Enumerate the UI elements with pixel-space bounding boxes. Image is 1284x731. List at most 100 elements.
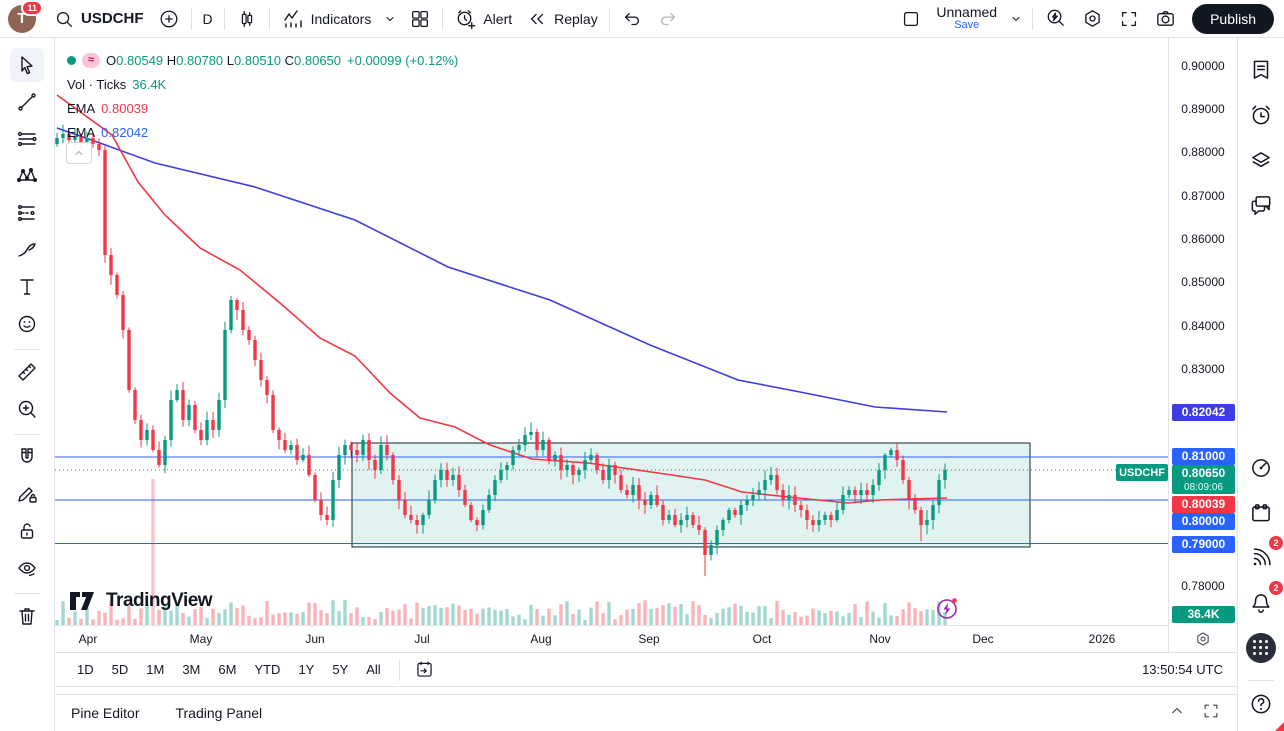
resize-corner <box>1275 722 1284 731</box>
emoji-tool-button[interactable] <box>10 307 44 341</box>
layout-dropdown[interactable] <box>1004 3 1028 35</box>
cursor-tool-button[interactable] <box>10 48 44 82</box>
price-tick: 0.87000 <box>1181 189 1225 203</box>
axis-settings-corner[interactable] <box>1168 625 1237 652</box>
go-to-date-button[interactable] <box>410 654 439 686</box>
drawing-mode-button[interactable] <box>10 477 44 511</box>
volume-label: Vol · Ticks <box>67 76 127 92</box>
help-button[interactable] <box>1243 686 1279 722</box>
symbol-search-button[interactable]: USDCHF <box>46 3 151 35</box>
layout-select-button[interactable] <box>893 3 929 35</box>
interval-button[interactable]: D <box>196 3 220 35</box>
time-tick: Jun <box>305 632 325 646</box>
fullscreen-button[interactable] <box>1111 3 1147 35</box>
layout-name-button[interactable]: Unnamed Save <box>929 3 1004 35</box>
time-tick: May <box>189 632 213 646</box>
ohlc-value: 0.80549 <box>116 52 167 68</box>
timeframe-5d[interactable]: 5D <box>104 658 137 681</box>
publish-button[interactable]: Publish <box>1192 3 1274 34</box>
streams-button[interactable]: 2 <box>1243 536 1283 576</box>
indicators-label: Indicators <box>310 10 372 27</box>
change-value: +0.00099 (+0.12%) <box>347 52 459 68</box>
time-tick: Oct <box>752 632 772 646</box>
notifications-button[interactable]: 2 <box>1243 581 1283 621</box>
save-link[interactable]: Save <box>954 19 980 32</box>
watchlist-button[interactable] <box>1243 52 1279 88</box>
avatar[interactable]: T 11 <box>8 0 43 33</box>
lock-all-drawings-button[interactable] <box>10 514 44 548</box>
time-tick: Dec <box>972 632 994 646</box>
pattern-tool-button[interactable] <box>10 159 44 193</box>
ema-slow-legend-row[interactable]: EMA 0.82042 <box>67 120 458 144</box>
layout-square-icon <box>904 11 919 26</box>
notification-count-badge: 11 <box>21 0 43 16</box>
quick-search-button[interactable] <box>1037 3 1074 35</box>
lightning-icon[interactable] <box>935 596 959 620</box>
hide-drawings-button[interactable] <box>10 551 44 585</box>
time-axis[interactable]: Apr May Jun Jul Aug Sep Oct Nov Dec 2026 <box>55 625 1168 652</box>
divider <box>1248 680 1274 681</box>
timeframe-1m[interactable]: 1M <box>138 658 172 681</box>
timeframe-3m[interactable]: 3M <box>174 658 208 681</box>
time-tick: Jul <box>414 632 430 646</box>
calendar-button[interactable] <box>1243 495 1279 531</box>
divider <box>608 7 610 30</box>
ohlc-value: 0.80510 <box>234 52 285 68</box>
apps-menu-button[interactable] <box>1243 630 1279 666</box>
measure-tool-button[interactable] <box>10 355 44 389</box>
indicators-button[interactable]: Indicators <box>274 3 379 35</box>
undo-button[interactable] <box>614 3 650 35</box>
trading-panel-tab[interactable]: Trading Panel <box>175 705 263 721</box>
clock-utc[interactable]: 13:50:54 UTC <box>1142 662 1223 677</box>
replay-button[interactable]: Replay <box>519 3 605 35</box>
grid-layout-button[interactable] <box>402 3 438 35</box>
price-axis[interactable]: 0.80650 08:09:06 0.90000 0.89000 0.88000 0.… <box>1168 38 1237 625</box>
brush-tool-button[interactable] <box>10 233 44 267</box>
zoom-in-tool-button[interactable] <box>10 392 44 426</box>
object-tree-button[interactable] <box>1243 142 1279 178</box>
pine-editor-tab[interactable]: Pine Editor <box>71 705 140 721</box>
timeframe-ytd[interactable]: YTD <box>246 658 288 681</box>
remove-objects-button[interactable] <box>10 599 44 633</box>
timeframe-1y[interactable]: 1Y <box>290 658 322 681</box>
technicals-button[interactable] <box>1243 450 1279 486</box>
magnet-mode-button[interactable] <box>10 440 44 474</box>
interval-label: D <box>202 10 213 27</box>
indicators-dropdown[interactable] <box>378 3 402 35</box>
timeframe-bar: 1D 5D 1M 3M 6M YTD 1Y 5Y All 13:50:54 UTC <box>55 652 1237 687</box>
timeframe-1d[interactable]: 1D <box>69 658 102 681</box>
ema-label: EMA <box>67 124 96 140</box>
alert-button[interactable]: Alert <box>447 3 519 35</box>
panel-expand-button[interactable] <box>1167 701 1187 726</box>
timeframe-6m[interactable]: 6M <box>210 658 244 681</box>
approx-pill: ≈ <box>82 52 101 68</box>
symbol-legend-row[interactable]: ≈ O0.80549 H0.80780 L0.80510 C0.80650 +0… <box>67 48 458 72</box>
redo-button[interactable] <box>650 3 686 35</box>
chart-style-button[interactable] <box>229 3 265 35</box>
text-tool-button[interactable] <box>10 270 44 304</box>
compare-add-button[interactable] <box>151 3 187 35</box>
snapshot-button[interactable] <box>1147 3 1184 35</box>
panel-maximize-button[interactable] <box>1201 701 1221 726</box>
timeframe-5y[interactable]: 5Y <box>324 658 356 681</box>
tradingview-watermark[interactable]: TradingView <box>69 590 213 612</box>
price-level-badge: 36.4K <box>1172 606 1235 623</box>
ema-fast-legend-row[interactable]: EMA 0.80039 <box>67 96 458 120</box>
volume-legend-row[interactable]: Vol · Ticks 36.4K <box>67 72 458 96</box>
chat-button[interactable] <box>1243 187 1279 223</box>
collapse-legend-button[interactable] <box>66 142 92 164</box>
streams-icon <box>1253 548 1271 566</box>
time-tick: Sep <box>638 632 660 646</box>
position-tool-button[interactable] <box>10 196 44 230</box>
indicators-icon <box>283 9 302 28</box>
fib-retracement-tool-button[interactable] <box>10 122 44 156</box>
notifications-count-badge: 2 <box>1269 581 1283 595</box>
timeframe-all[interactable]: All <box>358 658 388 681</box>
bar-countdown: 08:09:06 <box>1184 482 1223 493</box>
chart-pane[interactable]: ≈ O0.80549 H0.80780 L0.80510 C0.80650 +0… <box>55 38 1168 625</box>
trend-line-tool-button[interactable] <box>10 85 44 119</box>
price-chart[interactable] <box>55 38 1168 625</box>
settings-button[interactable] <box>1074 3 1111 35</box>
alerts-button[interactable] <box>1243 97 1279 133</box>
ohlc-label: H <box>166 52 177 68</box>
